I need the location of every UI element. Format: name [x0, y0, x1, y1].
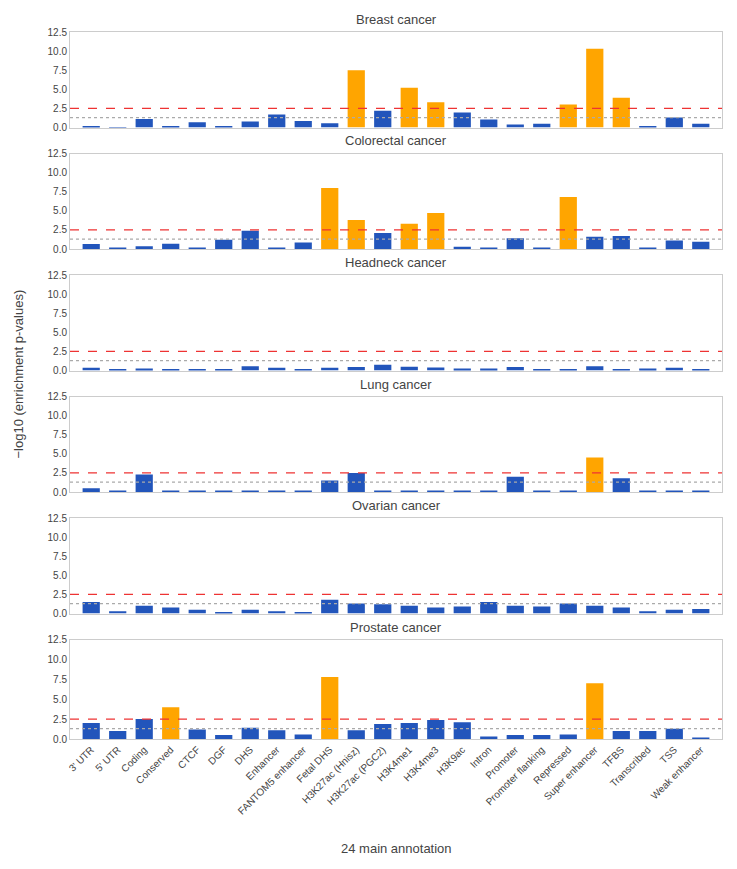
svg-text:Colorectal cancer: Colorectal cancer	[345, 133, 447, 148]
svg-text:12.5: 12.5	[48, 27, 68, 38]
svg-text:5.0: 5.0	[53, 84, 67, 95]
svg-text:H3K4me3: H3K4me3	[401, 744, 441, 784]
svg-text:7.5: 7.5	[53, 308, 67, 319]
svg-text:12.5: 12.5	[48, 148, 68, 159]
svg-text:Breast cancer: Breast cancer	[356, 12, 437, 27]
svg-text:0.0: 0.0	[53, 122, 67, 133]
svg-text:2.5: 2.5	[53, 714, 67, 725]
svg-text:0.0: 0.0	[53, 487, 67, 498]
svg-text:Repressed: Repressed	[531, 744, 573, 786]
svg-text:2.5: 2.5	[53, 589, 67, 600]
svg-text:H3K27ac (PGC2): H3K27ac (PGC2)	[325, 744, 388, 807]
svg-text:Coding: Coding	[119, 744, 149, 774]
svg-text:10.0: 10.0	[48, 654, 68, 665]
svg-text:Headneck cancer: Headneck cancer	[345, 255, 447, 270]
svg-text:12.5: 12.5	[48, 513, 68, 524]
svg-text:3' UTR: 3' UTR	[67, 744, 97, 774]
svg-text:Lung cancer: Lung cancer	[360, 377, 432, 392]
svg-text:FANTOM5 enhancer: FANTOM5 enhancer	[236, 744, 309, 817]
svg-text:2.5: 2.5	[53, 103, 67, 114]
svg-text:Super enhancer: Super enhancer	[542, 744, 601, 803]
svg-text:5.0: 5.0	[53, 570, 67, 581]
svg-text:5.0: 5.0	[53, 205, 67, 216]
svg-text:H3K27ac (Hnisz): H3K27ac (Hnisz)	[300, 744, 361, 805]
svg-text:Transcribed: Transcribed	[608, 744, 653, 789]
svg-text:Enhancer: Enhancer	[244, 744, 283, 783]
svg-text:TFBS: TFBS	[600, 744, 626, 770]
svg-text:7.5: 7.5	[53, 674, 67, 685]
svg-text:0.0: 0.0	[53, 608, 67, 619]
svg-text:Prostate cancer: Prostate cancer	[350, 620, 442, 635]
svg-text:10.0: 10.0	[48, 410, 68, 421]
svg-text:2.5: 2.5	[53, 224, 67, 235]
svg-text:TSS: TSS	[658, 744, 680, 766]
svg-text:H3K9ac: H3K9ac	[434, 744, 467, 777]
svg-text:Conserved: Conserved	[134, 744, 176, 786]
svg-text:DGF: DGF	[206, 744, 229, 767]
svg-text:Promoter: Promoter	[483, 744, 520, 781]
svg-text:24 main annotation: 24 main annotation	[341, 841, 452, 856]
svg-text:12.5: 12.5	[48, 270, 68, 281]
svg-text:10.0: 10.0	[48, 167, 68, 178]
svg-text:5.0: 5.0	[53, 448, 67, 459]
svg-text:Promoter flanking: Promoter flanking	[484, 744, 547, 807]
svg-text:DHS: DHS	[232, 744, 255, 767]
svg-text:5.0: 5.0	[53, 327, 67, 338]
svg-text:5' UTR: 5' UTR	[93, 744, 123, 774]
svg-text:0.0: 0.0	[53, 244, 67, 255]
svg-text:0.0: 0.0	[53, 734, 67, 745]
svg-text:Ovarian cancer: Ovarian cancer	[352, 498, 441, 513]
svg-text:CTCF: CTCF	[176, 744, 203, 771]
svg-text:7.5: 7.5	[53, 65, 67, 76]
svg-text:Fetal DHS: Fetal DHS	[294, 744, 335, 785]
svg-text:12.5: 12.5	[48, 634, 68, 645]
svg-text:Weak enhancer: Weak enhancer	[649, 744, 707, 802]
svg-text:0.0: 0.0	[53, 365, 67, 376]
svg-text:Intron: Intron	[468, 744, 494, 770]
svg-text:10.0: 10.0	[48, 46, 68, 57]
svg-text:H3K4me1: H3K4me1	[375, 744, 415, 784]
svg-text:10.0: 10.0	[48, 532, 68, 543]
svg-text:2.5: 2.5	[53, 467, 67, 478]
svg-text:12.5: 12.5	[48, 391, 68, 402]
svg-text:10.0: 10.0	[48, 289, 68, 300]
svg-text:7.5: 7.5	[53, 429, 67, 440]
svg-text:2.5: 2.5	[53, 346, 67, 357]
svg-text:7.5: 7.5	[53, 186, 67, 197]
svg-text:−log10 (enrichment p-values): −log10 (enrichment p-values)	[11, 290, 26, 459]
svg-text:7.5: 7.5	[53, 551, 67, 562]
svg-text:5.0: 5.0	[53, 694, 67, 705]
